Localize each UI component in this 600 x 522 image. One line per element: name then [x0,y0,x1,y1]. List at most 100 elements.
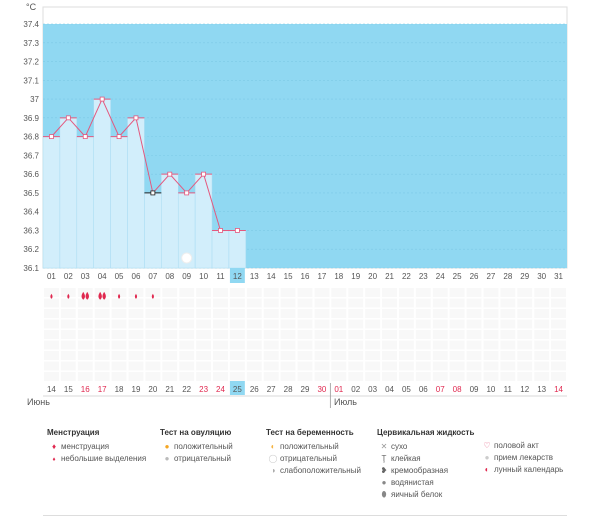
symptom-cell [398,351,414,360]
temperature-bar [211,230,230,269]
symptom-cell [179,330,195,339]
symptom-cell [94,361,110,371]
test-negative-icon: ◯ [268,454,278,463]
symptom-cell [314,330,330,339]
symptom-cell [348,372,364,381]
temperature-point [218,228,223,233]
symptom-cell [229,298,245,308]
y-tick-label: 37.3 [23,39,39,48]
symptom-cell [111,298,127,308]
symptom-cell [94,288,110,297]
symptom-cell [348,309,364,318]
symptom-cell [246,372,262,381]
date-label: 28 [284,385,293,394]
symptom-cell [348,351,364,360]
symptom-cell [263,372,279,381]
day-label: 09 [182,272,191,281]
symptom-cell [365,340,381,350]
y-tick-label: 37.4 [23,20,39,29]
symptom-cell [297,309,313,318]
symptom-cell [415,372,431,381]
symptom-cell [449,351,465,360]
symptom-cell [179,319,195,329]
symptom-cell [213,330,228,339]
symptom-cell [162,319,178,329]
symptom-cell [331,288,347,297]
day-label: 15 [284,272,293,281]
symptom-cell [213,319,228,329]
symptom-cell [382,288,397,297]
day-label: 18 [334,272,343,281]
symptom-cell [44,361,59,371]
symptom-cell [483,340,499,350]
day-label: 19 [351,272,360,281]
legend-item: отрицательный [174,454,231,463]
symptom-cell [44,298,59,308]
symptom-cell [551,288,566,297]
symptom-cell [432,340,448,350]
month-label-july: Июль [334,397,357,407]
symptom-cell [449,330,465,339]
symptom-cell [449,372,465,381]
symptom-cell [60,351,76,360]
legend-item: слабоположительный [280,466,361,475]
symptom-cell [145,309,161,318]
symptom-cell [517,351,533,360]
symptom-cell [246,330,262,339]
symptom-cell [348,330,364,339]
symptom-cell [331,340,347,350]
symptom-cell [111,319,127,329]
menstruation-drop [134,293,138,299]
symptom-cell [145,298,161,308]
symptom-cell [263,330,279,339]
symptom-cell [145,372,161,381]
symptom-cell [517,319,533,329]
symptom-cell [246,309,262,318]
symptom-cell [415,309,431,318]
temperature-point [65,115,71,121]
day-label: 14 [267,272,276,281]
symptom-cell [60,361,76,371]
temperature-bar [161,173,179,269]
temperature-bar [42,136,61,269]
symptom-cell [365,351,381,360]
date-label: 25 [233,385,242,394]
symptom-cell [517,330,533,339]
legend-item: клейкая [391,454,421,463]
day-label: 07 [148,272,157,281]
symptom-cell [145,288,161,297]
symptom-cell [111,330,127,339]
small-drop-icon: ♦ [52,457,56,463]
legend-item: отрицательный [280,454,337,463]
symptom-cell [331,319,347,329]
cross-icon: ✕ [380,442,388,451]
symptom-cell [483,351,499,360]
symptom-cell [44,319,59,329]
symptom-cell [246,340,262,350]
symptom-cell [263,351,279,360]
temperature-bar [127,117,145,269]
symptom-cell [500,330,516,339]
symptom-cell [382,298,397,308]
symptom-cell [297,372,313,381]
symptom-cell [128,309,144,318]
symptom-cell [213,309,228,318]
symptom-cell [263,319,279,329]
symptom-cell [483,309,499,318]
test-positive-icon: ◐ [270,442,276,451]
legend-item: кремообразная [391,466,449,475]
symptom-cell [246,298,262,308]
day-label: 02 [64,272,73,281]
symptom-cell [534,298,550,308]
symptom-cell [466,288,482,297]
day-label: 01 [47,272,56,281]
symptom-cell [466,372,482,381]
symptom-cell [534,309,550,318]
symptom-cell [162,288,178,297]
symptom-cell [348,319,364,329]
symptom-cell [229,319,245,329]
symptom-cell [348,340,364,350]
symptom-cell [466,319,482,329]
symptom-cell [466,298,482,308]
